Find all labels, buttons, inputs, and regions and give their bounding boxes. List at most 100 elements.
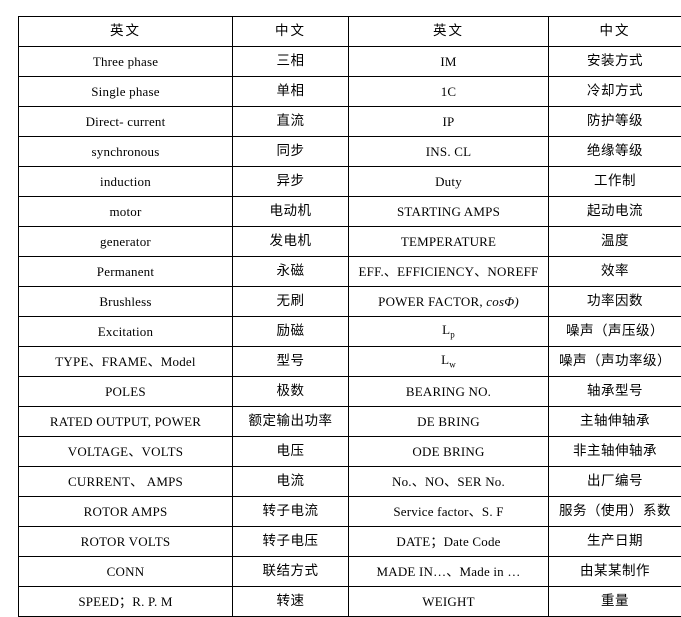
- header-cell-english-1: 英文: [19, 17, 233, 47]
- cell-english-term-2: MADE IN…、Made in …: [349, 557, 549, 587]
- header-cell-chinese-1: 中文: [233, 17, 349, 47]
- cell-chinese-term-2: 生产日期: [549, 527, 681, 557]
- header-cell-chinese-2: 中文: [549, 17, 681, 47]
- cell-chinese-term-2: 效率: [549, 257, 681, 287]
- cell-chinese-term-2: 噪声（声压级）: [549, 317, 681, 347]
- cell-english-term-2: EFF.、EFFICIENCY、NOREFF: [349, 257, 549, 287]
- cell-english-term-2: Duty: [349, 167, 549, 197]
- cell-chinese-term: 极数: [233, 377, 349, 407]
- cell-chinese-term-2: 功率因数: [549, 287, 681, 317]
- cell-english-term-2: BEARING NO.: [349, 377, 549, 407]
- cell-chinese-term-2: 温度: [549, 227, 681, 257]
- cell-english-term-2: WEIGHT: [349, 587, 549, 617]
- cell-english-term-2: DE BRING: [349, 407, 549, 437]
- cell-chinese-term-2: 主轴伸轴承: [549, 407, 681, 437]
- cell-english-term: CURRENT、 AMPS: [19, 467, 233, 497]
- cell-english-term: VOLTAGE、VOLTS: [19, 437, 233, 467]
- cell-chinese-term-2: 工作制: [549, 167, 681, 197]
- cell-chinese-term: 发电机: [233, 227, 349, 257]
- cell-chinese-term: 直流: [233, 107, 349, 137]
- cell-english-term-2: IM: [349, 47, 549, 77]
- cell-english-term: motor: [19, 197, 233, 227]
- cell-chinese-term: 型号: [233, 347, 349, 377]
- cell-english-term-2: POWER FACTOR, cosΦ): [349, 287, 549, 317]
- header-cell-english-2: 英文: [349, 17, 549, 47]
- cell-english-term: Direct- current: [19, 107, 233, 137]
- cell-english-term: generator: [19, 227, 233, 257]
- cell-english-term-2: Service factor、S. F: [349, 497, 549, 527]
- cell-english-term-2: 1C: [349, 77, 549, 107]
- cell-chinese-term: 联结方式: [233, 557, 349, 587]
- cell-chinese-term-2: 非主轴伸轴承: [549, 437, 681, 467]
- cell-english-term: CONN: [19, 557, 233, 587]
- cell-english-term: SPEED；R. P. M: [19, 587, 233, 617]
- cell-english-term-2: STARTING AMPS: [349, 197, 549, 227]
- cell-chinese-term-2: 冷却方式: [549, 77, 681, 107]
- cell-english-term: ROTOR VOLTS: [19, 527, 233, 557]
- cell-chinese-term: 单相: [233, 77, 349, 107]
- cell-chinese-term: 转子电流: [233, 497, 349, 527]
- cell-english-term-2: IP: [349, 107, 549, 137]
- cell-chinese-term-2: 由某某制作: [549, 557, 681, 587]
- cell-english-term: Brushless: [19, 287, 233, 317]
- cell-chinese-term-2: 轴承型号: [549, 377, 681, 407]
- cell-english-term: POLES: [19, 377, 233, 407]
- cell-english-term: ROTOR AMPS: [19, 497, 233, 527]
- cell-chinese-term: 永磁: [233, 257, 349, 287]
- cell-english-term: RATED OUTPUT, POWER: [19, 407, 233, 437]
- cell-english-term: synchronous: [19, 137, 233, 167]
- cell-chinese-term: 电动机: [233, 197, 349, 227]
- cell-chinese-term: 电流: [233, 467, 349, 497]
- cell-chinese-term-2: 重量: [549, 587, 681, 617]
- cell-english-term: induction: [19, 167, 233, 197]
- cell-chinese-term-2: 噪声（声功率级）: [549, 347, 681, 377]
- cell-english-term-2: TEMPERATURE: [349, 227, 549, 257]
- cell-english-term-2: Lp: [349, 317, 549, 347]
- cell-english-term: Single phase: [19, 77, 233, 107]
- cell-chinese-term: 异步: [233, 167, 349, 197]
- cell-chinese-term-2: 出厂编号: [549, 467, 681, 497]
- cell-chinese-term: 励磁: [233, 317, 349, 347]
- cell-english-term-2: ODE BRING: [349, 437, 549, 467]
- cell-english-term-2: No.、NO、SER No.: [349, 467, 549, 497]
- cell-chinese-term: 电压: [233, 437, 349, 467]
- cell-chinese-term: 转子电压: [233, 527, 349, 557]
- cell-english-term: Three phase: [19, 47, 233, 77]
- cell-chinese-term-2: 起动电流: [549, 197, 681, 227]
- cell-english-term: Permanent: [19, 257, 233, 287]
- cell-english-term: Excitation: [19, 317, 233, 347]
- cell-chinese-term-2: 安装方式: [549, 47, 681, 77]
- cell-chinese-term: 转速: [233, 587, 349, 617]
- cell-chinese-term: 三相: [233, 47, 349, 77]
- cell-chinese-term: 同步: [233, 137, 349, 167]
- cell-chinese-term: 无刷: [233, 287, 349, 317]
- cell-english-term-2: INS. CL: [349, 137, 549, 167]
- cell-chinese-term-2: 防护等级: [549, 107, 681, 137]
- cell-english-term-2: DATE；Date Code: [349, 527, 549, 557]
- cell-chinese-term: 额定输出功率: [233, 407, 349, 437]
- cell-chinese-term-2: 服务（使用）系数: [549, 497, 681, 527]
- cell-english-term-2: Lw: [349, 347, 549, 377]
- table-header-row: 英文中文英文中文: [19, 17, 681, 47]
